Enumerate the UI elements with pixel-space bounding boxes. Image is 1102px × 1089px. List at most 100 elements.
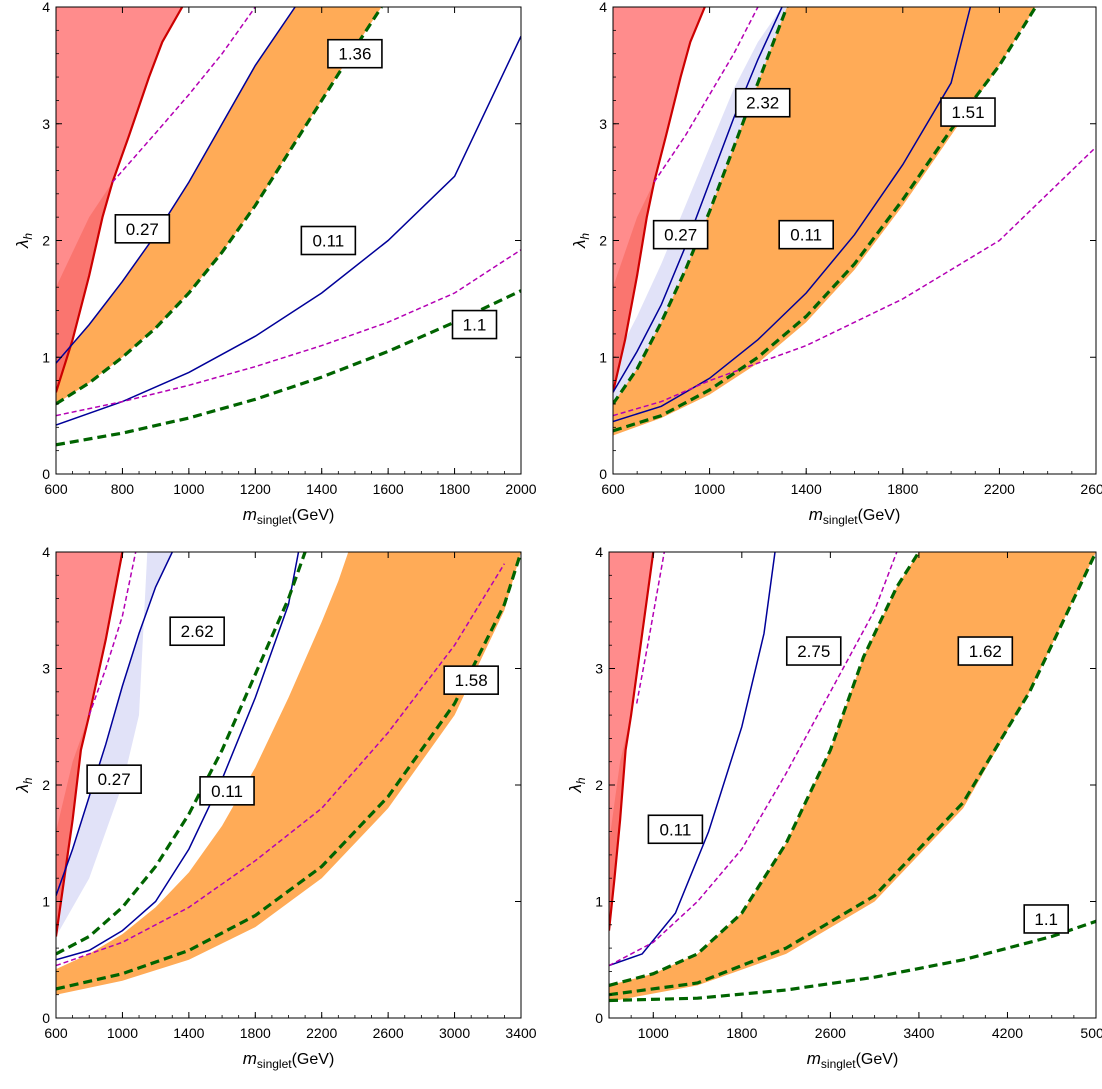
y-tick-label: 0 bbox=[42, 466, 50, 482]
orange-allowed-band bbox=[56, 7, 382, 404]
y-tick-label: 3 bbox=[42, 116, 50, 132]
contour-label-box bbox=[647, 814, 704, 845]
y-tick-label: 0 bbox=[42, 1010, 50, 1026]
blue-contour-0.27 bbox=[56, 552, 173, 896]
x-tick-label: 1600 bbox=[373, 481, 404, 497]
orange-allowed-band bbox=[56, 552, 521, 995]
x-tick-label: 1800 bbox=[240, 1025, 271, 1041]
contour-label: 2.32 bbox=[734, 87, 791, 118]
green-dashed-contour-1.58 bbox=[56, 552, 521, 991]
contour-label: 0.27 bbox=[86, 764, 142, 794]
y-axis-label: λh bbox=[13, 233, 35, 249]
y-tick-label: 3 bbox=[595, 661, 603, 677]
contour-label: 0.11 bbox=[199, 776, 255, 806]
blue-contour-0.11 bbox=[56, 35, 521, 426]
contour-label-box bbox=[940, 97, 996, 127]
excluded-boundary-line bbox=[56, 552, 124, 937]
excluded-region bbox=[56, 7, 183, 393]
green-dashed-contour-1.1 bbox=[609, 919, 1096, 1003]
magenta-dashed-line-0 bbox=[56, 249, 521, 417]
contour-label: 0.11 bbox=[300, 225, 357, 256]
x-tick-label: 2200 bbox=[984, 481, 1015, 497]
x-tick-label: 1000 bbox=[173, 481, 204, 497]
contour-label-text: 0.11 bbox=[790, 226, 822, 245]
plot-area bbox=[56, 552, 521, 995]
y-tick-label: 2 bbox=[42, 233, 50, 249]
x-axis-label: msinglet(GeV) bbox=[243, 1049, 335, 1071]
contour-label: 0.27 bbox=[652, 219, 709, 250]
contour-label-box bbox=[1023, 904, 1069, 934]
excluded-overlap-region bbox=[56, 715, 90, 937]
x-tick-label: 1800 bbox=[887, 481, 918, 497]
green-dashed-contour-2.62 bbox=[56, 552, 307, 956]
contour-label: 2.62 bbox=[169, 616, 225, 647]
y-tick-label: 4 bbox=[599, 0, 607, 15]
excluded-region bbox=[56, 552, 123, 937]
panel-top-right: 2.32 1.51 0.27 0.11 600 1000 1400 1800 2200 2600 0… bbox=[570, 0, 1102, 527]
y-tick-label: 1 bbox=[42, 349, 50, 365]
green-dashed-contour-2.75 bbox=[609, 552, 921, 987]
green-dashed-contour-1.1 bbox=[56, 289, 521, 447]
contour-label-text: 2.75 bbox=[797, 642, 830, 661]
x-tick-label: 1400 bbox=[306, 481, 337, 497]
contour-label-text: 1.36 bbox=[338, 45, 371, 64]
contour-label-text: 1.58 bbox=[455, 671, 488, 690]
green-dashed-contour-1.51 bbox=[613, 7, 1037, 433]
contour-label-box bbox=[734, 87, 791, 118]
x-tick-label: 1800 bbox=[439, 481, 470, 497]
x-tick-label: 1200 bbox=[240, 481, 271, 497]
y-tick-label: 1 bbox=[42, 894, 50, 910]
contour-label-text: 1.51 bbox=[951, 103, 984, 122]
y-axis-label: λh bbox=[570, 233, 592, 249]
contour-label-box bbox=[169, 616, 225, 647]
x-tick-label: 1000 bbox=[638, 1025, 669, 1041]
x-tick-label: 4200 bbox=[992, 1025, 1023, 1041]
contour-label-box bbox=[86, 764, 142, 794]
y-tick-label: 4 bbox=[595, 544, 603, 560]
contour-label: 1.1 bbox=[451, 309, 498, 340]
contour-label: 1.58 bbox=[443, 665, 499, 695]
y-tick-label: 0 bbox=[599, 466, 607, 482]
contour-label-text: 1.62 bbox=[969, 642, 1002, 661]
blue-contour-0.11 bbox=[56, 552, 300, 961]
blue-contour-0.27 bbox=[613, 7, 783, 393]
contour-label-text: 0.27 bbox=[126, 220, 159, 239]
x-tick-label: 3400 bbox=[903, 1025, 934, 1041]
x-tick-label: 600 bbox=[601, 481, 625, 497]
contour-label-box bbox=[785, 636, 842, 666]
contour-label-box bbox=[451, 309, 498, 340]
contour-label-box bbox=[199, 776, 255, 806]
contour-label-box bbox=[957, 636, 1014, 666]
excluded-region bbox=[609, 552, 654, 931]
magenta-dashed-line-1 bbox=[111, 7, 256, 183]
magenta-dashed-line-0 bbox=[613, 146, 1096, 417]
panel-bottom-left: 2.62 1.58 0.27 0.11 600 1000 1400 1800 2200 2600 3… bbox=[13, 544, 537, 1071]
blue-contour-0.27 bbox=[56, 7, 296, 364]
y-tick-label: 3 bbox=[599, 116, 607, 132]
x-tick-label: 2000 bbox=[505, 481, 536, 497]
x-tick-label: 1000 bbox=[107, 1025, 138, 1041]
contour-label-text: 2.62 bbox=[181, 622, 214, 641]
y-tick-label: 2 bbox=[599, 233, 607, 249]
contour-label: 1.62 bbox=[957, 636, 1014, 666]
panel-top-left: 1.36 0.27 0.11 1.1 600 800 1000 1200 1400 1600 180… bbox=[13, 0, 537, 527]
contour-label-text: 0.27 bbox=[98, 770, 131, 789]
y-tick-label: 1 bbox=[599, 349, 607, 365]
contour-label-box bbox=[778, 219, 835, 250]
contour-label: 0.27 bbox=[114, 214, 171, 244]
contour-label-box bbox=[652, 219, 709, 250]
y-tick-label: 2 bbox=[595, 777, 603, 793]
magenta-dashed-line-1 bbox=[88, 552, 137, 716]
x-tick-label: 2200 bbox=[306, 1025, 337, 1041]
blue-contour-0.11 bbox=[609, 552, 776, 967]
y-tick-label: 4 bbox=[42, 0, 50, 15]
y-tick-label: 3 bbox=[42, 661, 50, 677]
contour-label: 2.75 bbox=[785, 636, 842, 666]
contour-label-text: 0.11 bbox=[659, 820, 691, 839]
x-tick-label: 800 bbox=[111, 481, 135, 497]
x-axis-label: msinglet(GeV) bbox=[243, 505, 335, 527]
contour-label-text: 0.11 bbox=[211, 782, 243, 801]
